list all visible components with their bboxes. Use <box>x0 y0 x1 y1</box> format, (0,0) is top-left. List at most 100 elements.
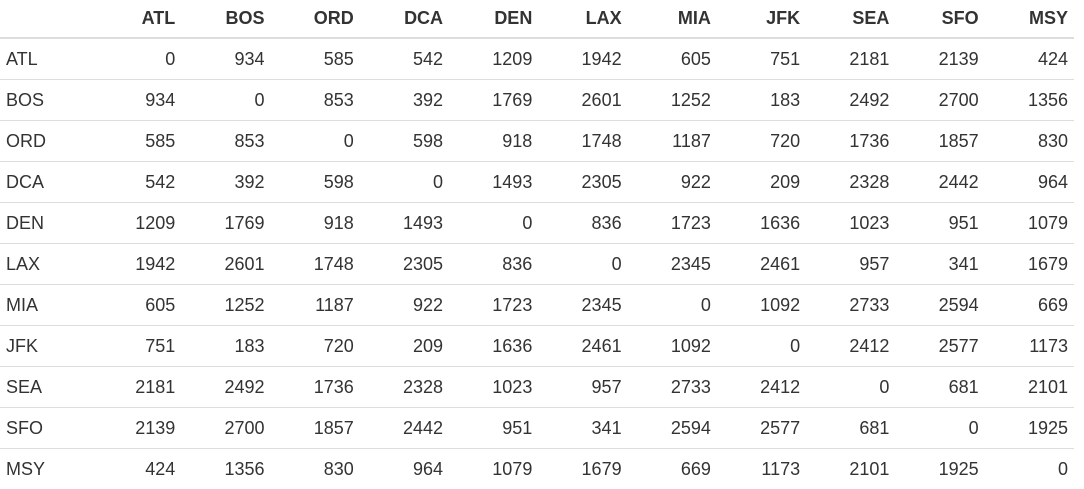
distance-cell: 209 <box>360 326 449 367</box>
distance-cell: 2461 <box>538 326 627 367</box>
distance-cell: 1925 <box>985 408 1074 449</box>
distance-cell: 853 <box>271 80 360 121</box>
distance-cell: 918 <box>449 121 538 162</box>
distance-cell: 951 <box>895 203 984 244</box>
distance-cell: 751 <box>717 38 806 80</box>
distance-cell: 2139 <box>895 38 984 80</box>
distance-cell: 1925 <box>895 449 984 489</box>
distance-cell: 1736 <box>271 367 360 408</box>
column-header: JFK <box>717 0 806 38</box>
row-header-cell: MSY <box>0 449 92 489</box>
distance-cell: 1769 <box>181 203 270 244</box>
distance-cell: 1493 <box>449 162 538 203</box>
distance-cell: 2601 <box>538 80 627 121</box>
distance-cell: 922 <box>360 285 449 326</box>
distance-cell: 1252 <box>181 285 270 326</box>
row-header-cell: ATL <box>0 38 92 80</box>
distance-cell: 0 <box>271 121 360 162</box>
distance-cell: 1736 <box>806 121 895 162</box>
distance-cell: 183 <box>181 326 270 367</box>
distance-cell: 183 <box>717 80 806 121</box>
distance-cell: 1942 <box>538 38 627 80</box>
distance-cell: 1748 <box>271 244 360 285</box>
distance-cell: 1636 <box>449 326 538 367</box>
distance-cell: 830 <box>271 449 360 489</box>
distance-cell: 964 <box>360 449 449 489</box>
distance-cell: 836 <box>449 244 538 285</box>
distance-cell: 2305 <box>360 244 449 285</box>
row-header-cell: BOS <box>0 80 92 121</box>
distance-cell: 392 <box>181 162 270 203</box>
distance-cell: 2181 <box>806 38 895 80</box>
column-header: ORD <box>271 0 360 38</box>
distance-cell: 1079 <box>985 203 1074 244</box>
distance-cell: 542 <box>360 38 449 80</box>
row-header-cell: SFO <box>0 408 92 449</box>
distance-cell: 1092 <box>628 326 717 367</box>
distance-cell: 0 <box>360 162 449 203</box>
distance-cell: 922 <box>628 162 717 203</box>
distance-cell: 1493 <box>360 203 449 244</box>
distance-cell: 392 <box>360 80 449 121</box>
distance-cell: 934 <box>92 80 181 121</box>
distance-cell: 1173 <box>985 326 1074 367</box>
column-header: BOS <box>181 0 270 38</box>
column-header: LAX <box>538 0 627 38</box>
distance-cell: 2345 <box>628 244 717 285</box>
distance-cell: 720 <box>717 121 806 162</box>
distance-cell: 1187 <box>628 121 717 162</box>
distance-cell: 0 <box>538 244 627 285</box>
distance-cell: 934 <box>181 38 270 80</box>
distance-cell: 1209 <box>92 203 181 244</box>
distance-cell: 1942 <box>92 244 181 285</box>
row-header-cell: DEN <box>0 203 92 244</box>
distance-cell: 964 <box>985 162 1074 203</box>
distance-cell: 542 <box>92 162 181 203</box>
distance-cell: 1748 <box>538 121 627 162</box>
distance-cell: 2139 <box>92 408 181 449</box>
distance-cell: 0 <box>92 38 181 80</box>
distance-cell: 2412 <box>806 326 895 367</box>
distance-cell: 918 <box>271 203 360 244</box>
distance-cell: 605 <box>628 38 717 80</box>
distance-cell: 681 <box>895 367 984 408</box>
distance-cell: 836 <box>538 203 627 244</box>
distance-cell: 2412 <box>717 367 806 408</box>
row-header-cell: ORD <box>0 121 92 162</box>
row-header-cell: JFK <box>0 326 92 367</box>
distance-cell: 951 <box>449 408 538 449</box>
column-header: MIA <box>628 0 717 38</box>
distance-cell: 669 <box>628 449 717 489</box>
column-header: ATL <box>92 0 181 38</box>
distance-cell: 605 <box>92 285 181 326</box>
distance-cell: 0 <box>806 367 895 408</box>
distance-cell: 1636 <box>717 203 806 244</box>
distance-cell: 341 <box>895 244 984 285</box>
distance-cell: 0 <box>895 408 984 449</box>
distance-cell: 0 <box>449 203 538 244</box>
distance-cell: 2733 <box>628 367 717 408</box>
distance-cell: 1356 <box>181 449 270 489</box>
distance-cell: 2101 <box>806 449 895 489</box>
row-header-cell: LAX <box>0 244 92 285</box>
distance-cell: 1679 <box>985 244 1074 285</box>
column-header: SFO <box>895 0 984 38</box>
distance-cell: 1356 <box>985 80 1074 121</box>
corner-header-cell <box>0 0 92 38</box>
distance-cell: 669 <box>985 285 1074 326</box>
distance-cell: 209 <box>717 162 806 203</box>
distance-cell: 2461 <box>717 244 806 285</box>
distance-cell: 1769 <box>449 80 538 121</box>
column-header: DEN <box>449 0 538 38</box>
